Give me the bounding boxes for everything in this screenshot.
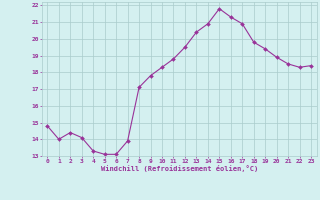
X-axis label: Windchill (Refroidissement éolien,°C): Windchill (Refroidissement éolien,°C) — [100, 165, 258, 172]
